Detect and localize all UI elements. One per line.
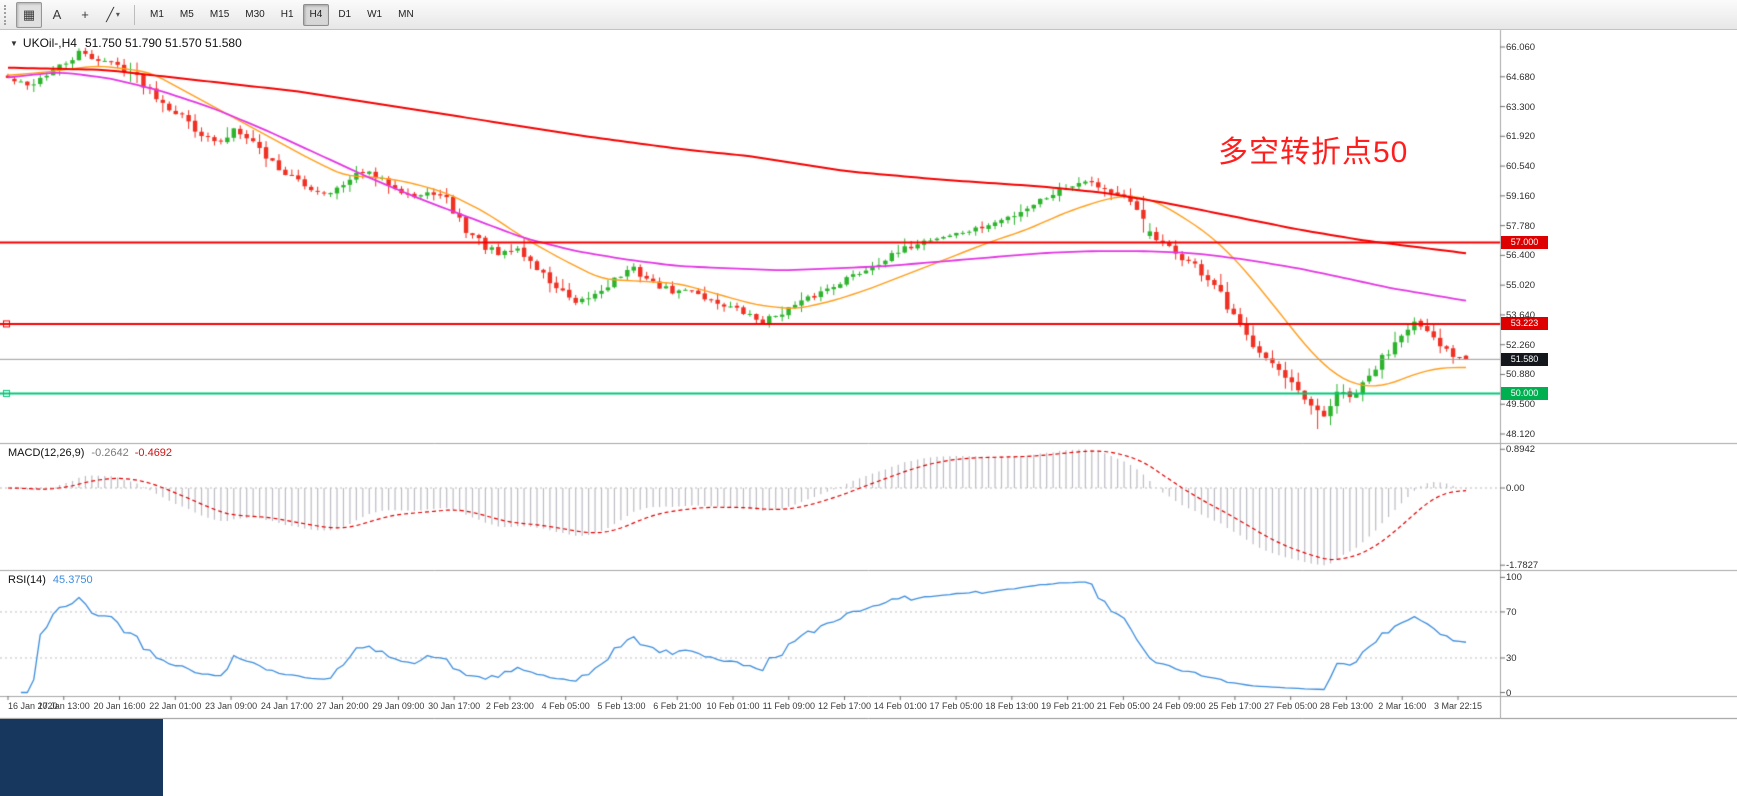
crosshair-tool-button[interactable]: + [72,2,98,28]
timeframe-button-w1[interactable]: W1 [367,8,383,20]
crosshair-tool-icon: + [81,7,89,22]
timeframe-toolbar: M1 M5 M15 M30 H1 H4 D1 W1 MN [142,3,422,26]
chart-window-tool-button[interactable]: ▦ [16,1,42,28]
objects-tool-button[interactable]: ╱ ▾ [100,2,126,28]
panel-divider-macd[interactable] [0,441,1737,446]
toolbar-separator [134,4,135,25]
toolbar-grip[interactable] [4,4,11,25]
timeframe-button-mn[interactable]: MN [398,8,414,20]
panel-divider-rsi[interactable] [0,568,1737,573]
timeframe-button-h4[interactable]: H4 [302,3,330,26]
timeframe-button-d1[interactable]: D1 [338,8,352,20]
text-tool-icon: A [52,7,62,22]
timeframe-button-m1[interactable]: M1 [150,8,164,20]
timeframe-button-h1[interactable]: H1 [280,8,294,20]
toolbar: ▦ A + ╱ ▾ M1 M5 M15 M30 H1 H4 D1 W1 MN [0,0,1737,30]
text-tool-button[interactable]: A [44,2,70,28]
toolbar-tools: ▦ A + ╱ ▾ [15,1,127,28]
objects-tool-icon: ╱ [106,6,114,22]
taskbar-fragment[interactable] [0,719,163,796]
chart-window-tool-icon: ▦ [22,6,36,22]
timeframe-button-m30[interactable]: M30 [245,8,265,20]
timeframe-button-m5[interactable]: M5 [179,8,194,20]
dropdown-caret-icon: ▾ [115,10,120,19]
timeframe-button-m15[interactable]: M15 [209,8,230,20]
